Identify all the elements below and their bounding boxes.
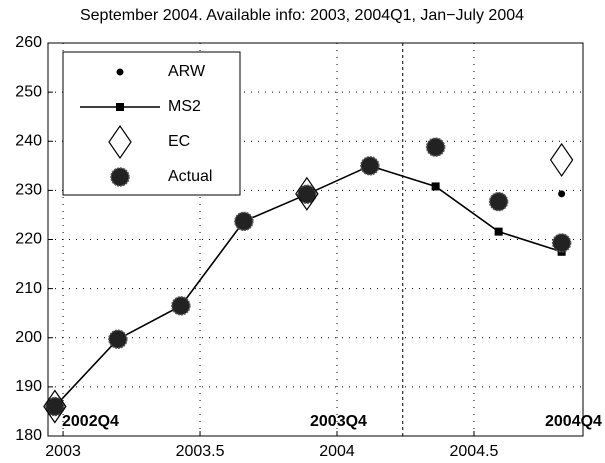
point [171,296,191,316]
y-tick-label: 230 [15,182,42,199]
point [295,176,319,211]
point [558,190,566,198]
legend-box [62,51,241,196]
legend-label: ARW [168,63,206,80]
point [551,233,572,253]
legend-marker [116,68,124,76]
y-tick-label: 240 [15,132,42,149]
legend-label: MS2 [168,98,201,115]
legend-marker [116,103,124,111]
y-tick-label: 220 [15,231,42,248]
point [425,137,446,157]
annotation: 2003Q4 [310,413,367,430]
point [108,329,128,349]
legend-marker [108,124,132,160]
y-tick-label: 260 [15,34,42,51]
y-tick-label: 200 [15,329,42,346]
annotation: 2002Q4 [62,413,119,430]
legend-marker [110,167,130,187]
point [494,227,503,236]
annotation: 2004Q4 [545,413,602,430]
plot-frame [47,42,584,437]
y-tick-label: 190 [15,378,42,395]
x-tick-label: 2003 [45,443,81,460]
point [45,396,65,417]
y-tick-label: 250 [15,83,42,100]
y-tick-label: 180 [15,427,42,444]
x-tick-label: 2004 [319,443,355,460]
point [360,156,380,176]
point [549,142,574,177]
legend-label: EC [168,133,190,150]
point [297,184,317,205]
chart-title: September 2004. Available info: 2003, 20… [80,7,524,24]
point [488,191,509,212]
point [431,182,440,191]
legend-label: Actual [168,168,212,185]
x-tick-label: 2004.5 [450,443,499,460]
y-tick-label: 210 [15,280,42,297]
point [234,211,254,232]
point [43,389,67,424]
x-tick-label: 2003.5 [176,443,225,460]
